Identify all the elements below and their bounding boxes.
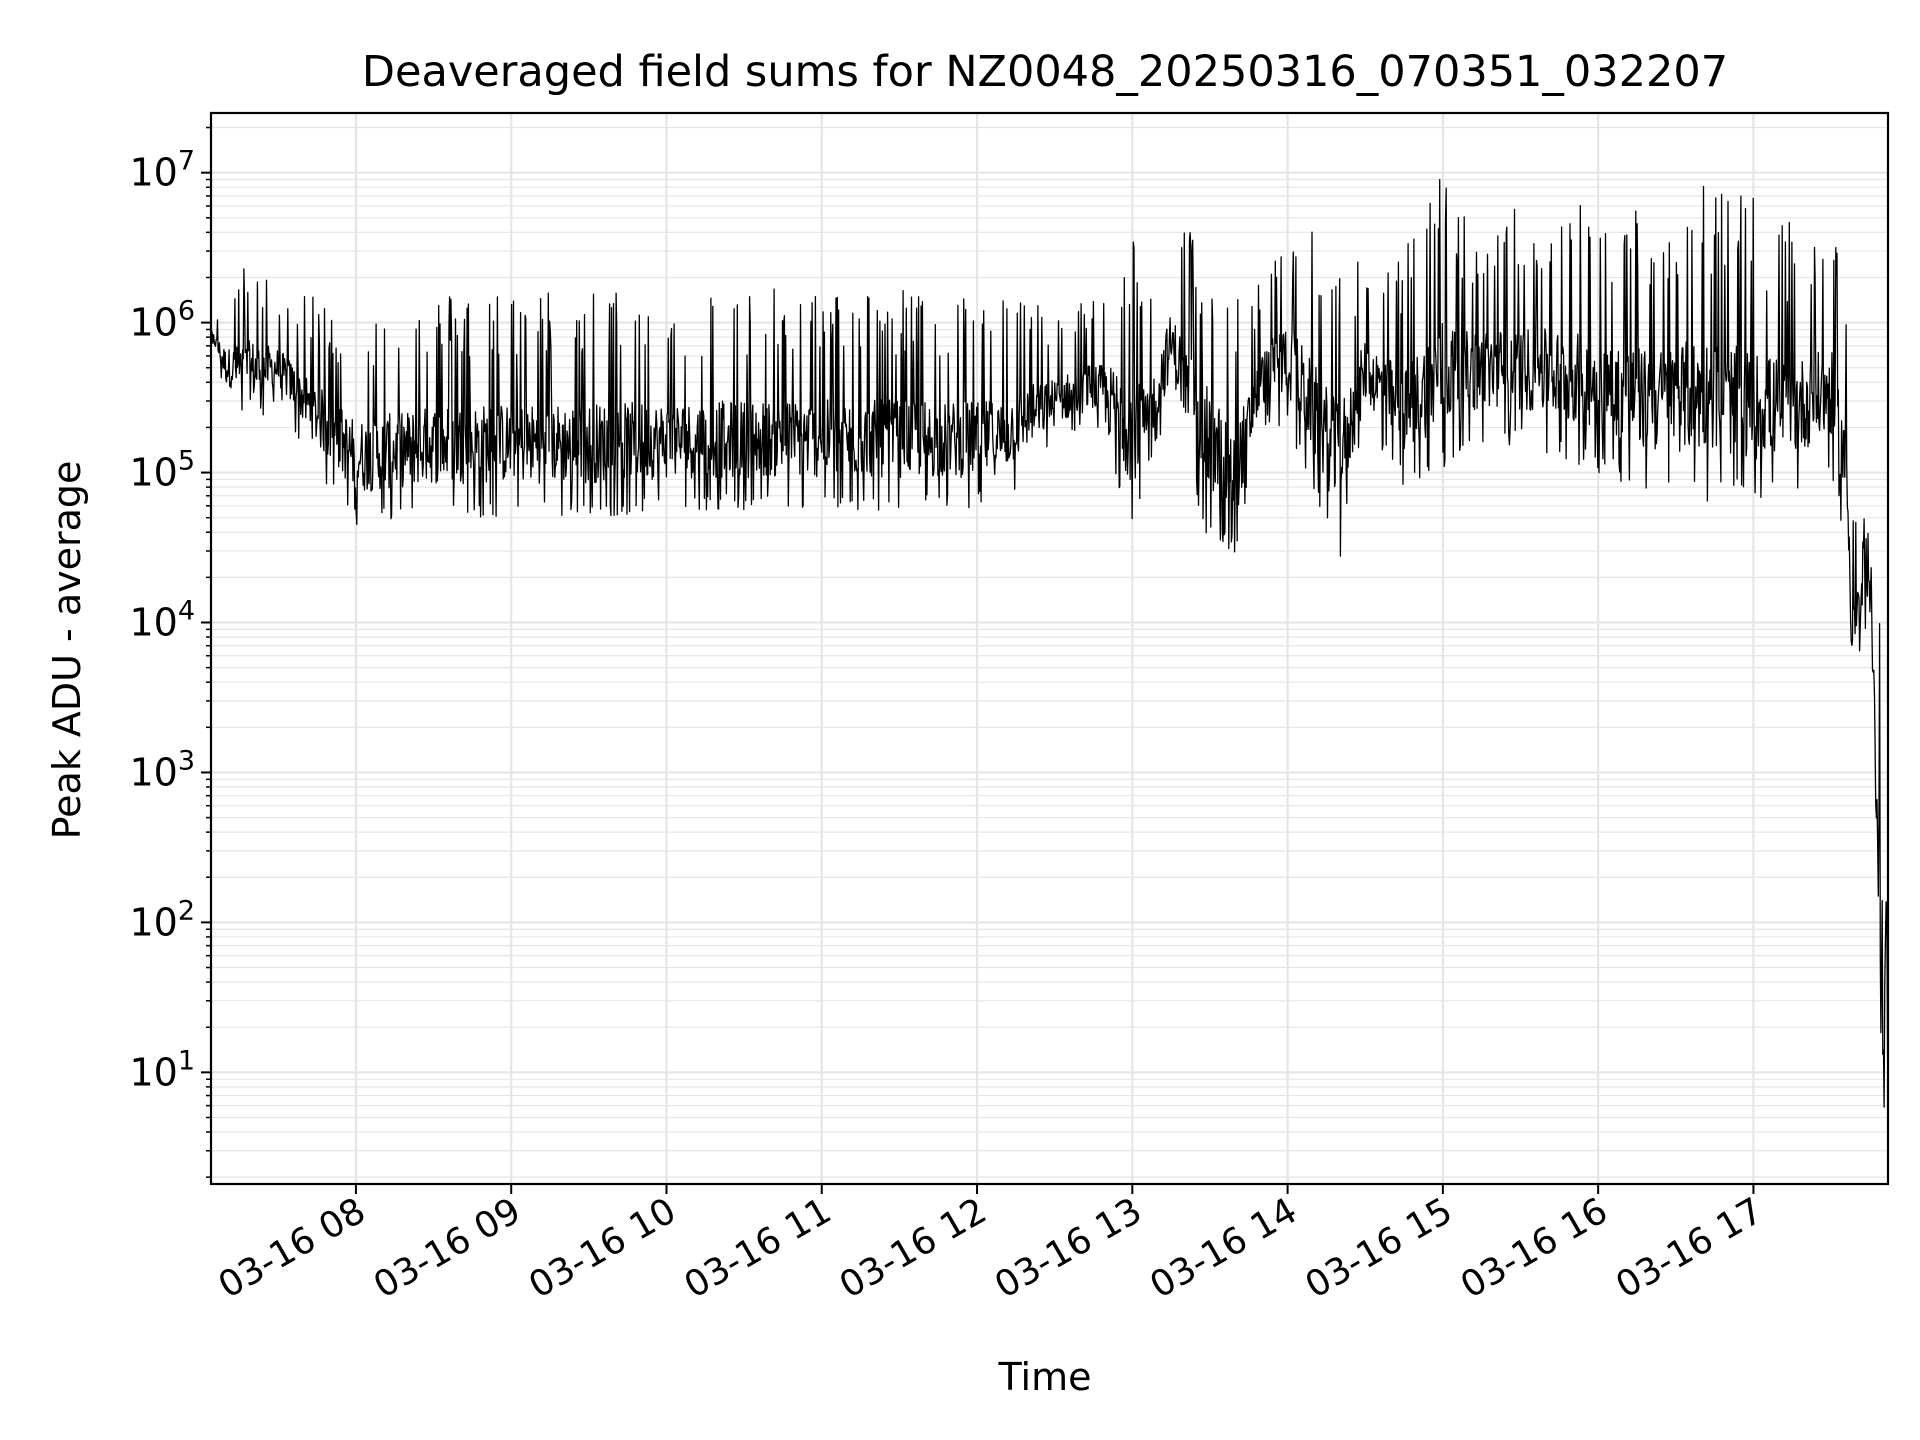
- axes: [201, 111, 1890, 1194]
- grid: [211, 113, 1888, 1184]
- y-tick-label: 104: [129, 596, 195, 645]
- y-tick-label: 103: [129, 745, 195, 794]
- y-tick-label: 107: [129, 146, 195, 195]
- y-tick-label: 102: [129, 895, 195, 944]
- y-tick-label: 106: [129, 296, 195, 345]
- data-layer: [210, 179, 1889, 1133]
- y-axis-label: Peak ADU - average: [45, 461, 89, 840]
- x-axis-label: Time: [998, 1355, 1092, 1399]
- y-tick-label: 101: [129, 1045, 195, 1094]
- plot-frame: [209, 111, 1890, 1186]
- chart-title: Deaveraged field sums for NZ0048_2025031…: [362, 47, 1728, 97]
- series-line: [210, 179, 1889, 1133]
- y-tick-label: 105: [129, 446, 195, 495]
